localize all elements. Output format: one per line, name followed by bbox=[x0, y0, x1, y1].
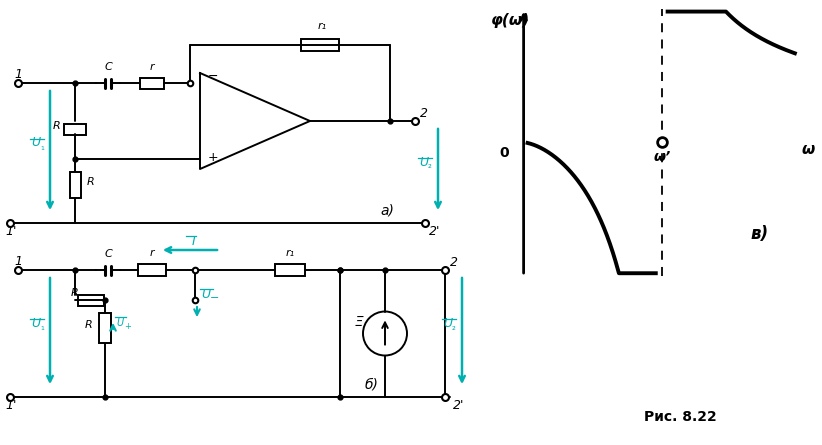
Text: R: R bbox=[72, 288, 79, 298]
Text: r₁: r₁ bbox=[285, 248, 294, 258]
Text: 1': 1' bbox=[5, 225, 16, 238]
Text: 1: 1 bbox=[14, 255, 22, 268]
Text: −: − bbox=[210, 293, 219, 303]
Text: +: + bbox=[124, 322, 131, 331]
Text: ₁: ₁ bbox=[40, 142, 44, 151]
Text: U: U bbox=[116, 318, 123, 328]
Text: ω: ω bbox=[801, 142, 815, 157]
Text: C: C bbox=[104, 249, 112, 259]
Text: а): а) bbox=[380, 204, 394, 218]
Bar bbox=[99, 313, 111, 343]
Text: 2': 2' bbox=[453, 399, 464, 412]
Bar bbox=[275, 264, 305, 276]
Text: в): в) bbox=[750, 225, 769, 243]
Bar bbox=[140, 77, 164, 89]
Text: R: R bbox=[85, 320, 93, 330]
Bar bbox=[138, 264, 166, 276]
Text: φ(ω): φ(ω) bbox=[491, 13, 530, 28]
Text: R: R bbox=[87, 177, 95, 187]
Text: r: r bbox=[150, 248, 155, 258]
Text: 2: 2 bbox=[420, 107, 428, 120]
Text: ω’: ω’ bbox=[653, 150, 671, 164]
Text: ₂: ₂ bbox=[428, 161, 432, 170]
Text: U: U bbox=[419, 155, 428, 169]
Text: Ξ: Ξ bbox=[355, 315, 364, 328]
Bar bbox=[78, 295, 104, 306]
Text: 2: 2 bbox=[450, 256, 458, 269]
Text: б): б) bbox=[365, 378, 379, 392]
Text: r₁: r₁ bbox=[317, 21, 326, 31]
Text: r: r bbox=[150, 62, 155, 72]
Bar bbox=[301, 39, 339, 51]
Text: U: U bbox=[443, 317, 453, 330]
Text: 2': 2' bbox=[429, 225, 441, 238]
Text: U: U bbox=[31, 137, 40, 150]
Text: U: U bbox=[201, 288, 210, 301]
Text: 1': 1' bbox=[5, 399, 16, 412]
Text: C: C bbox=[104, 62, 112, 72]
Text: +: + bbox=[208, 151, 219, 164]
Text: −: − bbox=[208, 70, 219, 83]
Bar bbox=[70, 172, 81, 198]
Text: Рис. 8.22: Рис. 8.22 bbox=[644, 410, 717, 424]
Text: U: U bbox=[31, 317, 40, 330]
Text: R: R bbox=[53, 121, 61, 131]
Text: ₁: ₁ bbox=[40, 322, 44, 332]
Text: I: I bbox=[192, 235, 196, 248]
Text: 1: 1 bbox=[14, 68, 22, 81]
Text: 0: 0 bbox=[499, 146, 509, 160]
Bar bbox=[64, 124, 86, 134]
Text: ₂: ₂ bbox=[452, 322, 456, 332]
